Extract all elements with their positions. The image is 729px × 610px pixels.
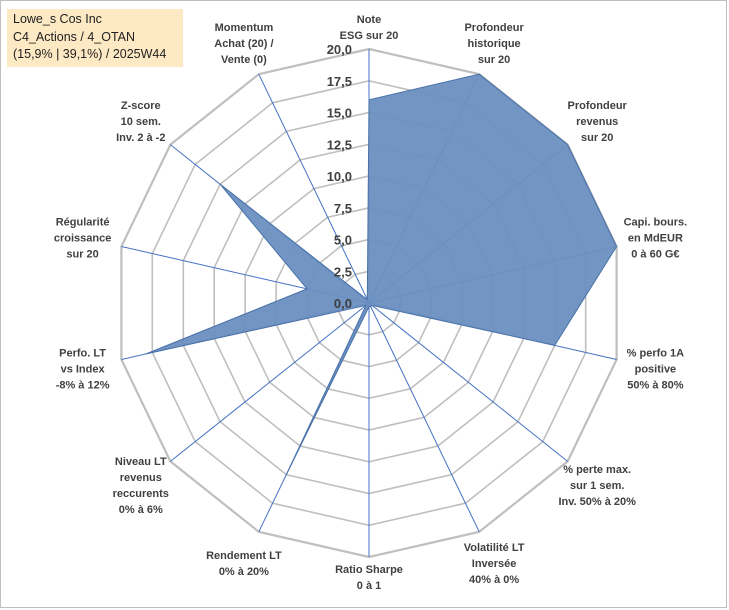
info-box: Lowe_s Cos Inc C4_Actions / 4_OTAN (15,9…: [7, 9, 183, 67]
tick-label: 12,5: [327, 137, 352, 152]
tick-label: 17,5: [327, 74, 352, 89]
axis-label-line: Capi. bours.: [624, 217, 688, 229]
tick-label: 20,0: [327, 42, 352, 57]
axis-label-line: revenus: [576, 116, 618, 128]
axis-label-line: Rendement LT: [206, 550, 282, 562]
axis-label-9: Niveau LT revenus reccurents 0% à 6%: [113, 456, 169, 516]
axis-label-line: Inversée: [472, 558, 517, 570]
axis-label-line: 40% à 0%: [469, 574, 519, 586]
axis-label-12: Z-score 10 sem. Inv. 2 à -2: [116, 100, 165, 144]
axis-label-line: Momentum: [215, 22, 274, 34]
spoke-9: [170, 302, 370, 462]
axis-label-line: % perfo 1A: [627, 347, 685, 359]
axis-label-8: Rendement LT 0% à 20%: [206, 550, 282, 578]
axis-label-line: 10 sem.: [121, 116, 161, 128]
axis-label-line: 0% à 6%: [119, 504, 163, 516]
axis-label-10: Perfo. LT vs Index -8% à 12%: [56, 347, 110, 391]
axis-label-line: reccurents: [113, 488, 169, 500]
score-summary: (15,9% | 39,1%) / 2025W44: [13, 47, 167, 61]
axis-label-line: sur 1 sem.: [570, 480, 624, 492]
axis-label-line: vs Index: [61, 363, 106, 375]
axis-label-4: % perfo 1A positive 50% à 80%: [627, 347, 685, 391]
axis-label-2: Profondeur revenus sur 20: [568, 100, 628, 144]
axis-label-line: 50% à 80%: [627, 379, 683, 391]
axis-label-6: Volatilité LT Inversée 40% à 0%: [464, 542, 525, 586]
axis-label-line: Inv. 50% à 20%: [558, 496, 636, 508]
company-name: Lowe_s Cos Inc: [13, 12, 102, 26]
axis-label-line: Achat (20) /: [214, 38, 273, 50]
axis-label-line: Régularité: [56, 217, 110, 229]
spoke-5: [368, 302, 568, 462]
axis-label-1: Profondeur historique sur 20: [464, 22, 524, 66]
axis-label-line: en MdEUR: [628, 233, 683, 245]
tick-label: 7,5: [334, 201, 352, 216]
radar-tick-labels: 0,0 2,5 5,0 7,5 10,0 12,5 15,0 17,5 20,0: [327, 42, 352, 311]
portfolio-label: C4_Actions / 4_OTAN: [13, 29, 136, 44]
axis-label-0: Note ESG sur 20: [340, 14, 399, 42]
axis-label-line: Profondeur: [568, 100, 628, 112]
axis-label-5: % perte max. sur 1 sem. Inv. 50% à 20%: [558, 464, 636, 508]
radar-axis-labels: Note ESG sur 20 Profondeur historique sur 20…: [54, 14, 687, 592]
tick-label: 2,5: [334, 264, 352, 279]
axis-label-line: sur 20: [478, 54, 510, 66]
axis-label-line: Note: [357, 14, 381, 26]
axis-label-line: Z-score: [121, 100, 161, 112]
axis-label-7: Ratio Sharpe 0 à 1: [335, 564, 403, 592]
axis-label-11: Régularité croissance sur 20: [54, 217, 111, 261]
axis-label-line: historique: [468, 38, 521, 50]
spoke-6: [368, 302, 480, 533]
axis-label-3: Capi. bours. en MdEUR 0 à 60 G€: [624, 217, 688, 261]
axis-label-line: Inv. 2 à -2: [116, 132, 165, 144]
axis-label-13: Momentum Achat (20) / Vente (0): [214, 22, 273, 66]
tick-label: 0,0: [334, 296, 352, 311]
axis-label-line: % perte max.: [563, 464, 631, 476]
axis-label-line: 0 à 60 G€: [631, 249, 679, 261]
tick-label: 5,0: [334, 233, 352, 248]
radar-series: [145, 73, 618, 475]
axis-label-line: revenus: [120, 472, 162, 484]
axis-label-line: 0 à 1: [357, 580, 381, 592]
tick-label: 15,0: [327, 106, 352, 121]
axis-label-line: ESG sur 20: [340, 30, 399, 42]
axis-label-line: sur 20: [581, 132, 613, 144]
axis-label-line: Niveau LT: [115, 456, 167, 468]
axis-label-line: croissance: [54, 233, 111, 245]
axis-label-line: Profondeur: [464, 22, 524, 34]
tick-label: 10,0: [327, 169, 352, 184]
axis-label-line: Vente (0): [221, 54, 267, 66]
axis-label-line: Volatilité LT: [464, 542, 525, 554]
axis-label-line: positive: [635, 363, 677, 375]
axis-label-line: 0% à 20%: [219, 566, 269, 578]
axis-label-line: sur 20: [66, 249, 98, 261]
spoke-13: [258, 73, 370, 304]
axis-label-line: -8% à 12%: [56, 379, 110, 391]
axis-label-line: Ratio Sharpe: [335, 564, 403, 576]
axis-label-line: Perfo. LT: [59, 347, 106, 359]
